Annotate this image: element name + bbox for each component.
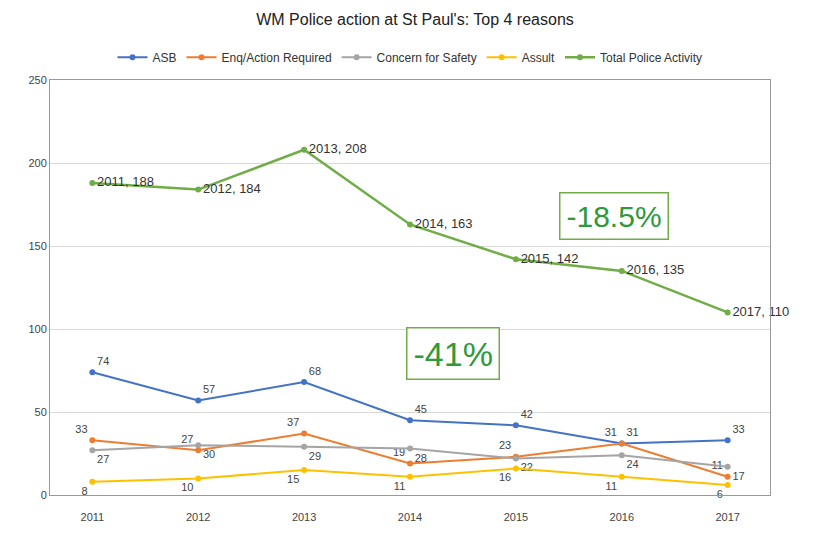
svg-text:2011, 188: 2011, 188 xyxy=(97,174,154,189)
svg-text:11: 11 xyxy=(394,480,405,492)
svg-text:250: 250 xyxy=(28,74,46,86)
svg-text:33: 33 xyxy=(732,423,744,435)
svg-text:Enq/Action Required: Enq/Action Required xyxy=(222,51,332,65)
svg-text:27: 27 xyxy=(181,433,193,445)
svg-text:2017: 2017 xyxy=(715,511,739,523)
svg-text:31: 31 xyxy=(627,426,639,438)
svg-text:15: 15 xyxy=(287,473,299,485)
svg-text:ASB: ASB xyxy=(153,51,177,65)
svg-text:37: 37 xyxy=(287,416,299,428)
svg-text:11: 11 xyxy=(711,459,722,471)
svg-text:33: 33 xyxy=(75,423,87,435)
svg-text:Total Police Activity: Total Police Activity xyxy=(600,51,702,65)
svg-text:2013, 208: 2013, 208 xyxy=(309,141,367,156)
svg-text:-41%: -41% xyxy=(414,335,493,373)
svg-text:Assult: Assult xyxy=(522,51,555,65)
svg-text:2015, 142: 2015, 142 xyxy=(521,251,579,266)
svg-text:68: 68 xyxy=(309,365,321,377)
svg-text:24: 24 xyxy=(627,458,639,470)
svg-text:2013: 2013 xyxy=(292,511,316,523)
svg-text:2015: 2015 xyxy=(504,511,528,523)
svg-text:0: 0 xyxy=(41,489,47,501)
svg-text:150: 150 xyxy=(28,240,46,252)
svg-text:74: 74 xyxy=(97,355,109,367)
svg-text:2014: 2014 xyxy=(398,511,422,523)
svg-text:200: 200 xyxy=(28,157,46,169)
svg-text:16: 16 xyxy=(499,471,511,483)
svg-text:2014, 163: 2014, 163 xyxy=(415,216,473,231)
svg-text:23: 23 xyxy=(499,439,511,451)
svg-text:2016: 2016 xyxy=(610,511,634,523)
svg-text:8: 8 xyxy=(81,485,87,497)
svg-text:28: 28 xyxy=(415,452,427,464)
svg-text:57: 57 xyxy=(203,383,215,395)
svg-text:19: 19 xyxy=(393,446,405,458)
svg-text:27: 27 xyxy=(97,453,109,465)
svg-text:30: 30 xyxy=(203,448,215,460)
svg-text:17: 17 xyxy=(732,470,744,482)
svg-text:2012: 2012 xyxy=(186,511,210,523)
svg-text:2011: 2011 xyxy=(81,511,105,523)
svg-text:45: 45 xyxy=(415,403,427,415)
svg-text:10: 10 xyxy=(181,481,193,493)
svg-text:29: 29 xyxy=(309,450,321,462)
svg-text:-18.5%: -18.5% xyxy=(567,200,662,233)
svg-text:100: 100 xyxy=(28,323,46,335)
svg-text:6: 6 xyxy=(717,488,723,500)
svg-text:WM Police action at St Paul's:: WM Police action at St Paul's: Top 4 rea… xyxy=(256,11,574,28)
svg-text:11: 11 xyxy=(606,480,617,492)
svg-text:50: 50 xyxy=(35,406,47,418)
svg-text:31: 31 xyxy=(605,426,617,438)
svg-text:22: 22 xyxy=(521,461,533,473)
svg-text:Concern for Safety: Concern for Safety xyxy=(377,51,477,65)
svg-text:2016, 135: 2016, 135 xyxy=(627,262,685,277)
svg-text:42: 42 xyxy=(521,408,533,420)
svg-text:2017, 110: 2017, 110 xyxy=(732,304,789,319)
svg-text:2012, 184: 2012, 184 xyxy=(203,181,261,196)
